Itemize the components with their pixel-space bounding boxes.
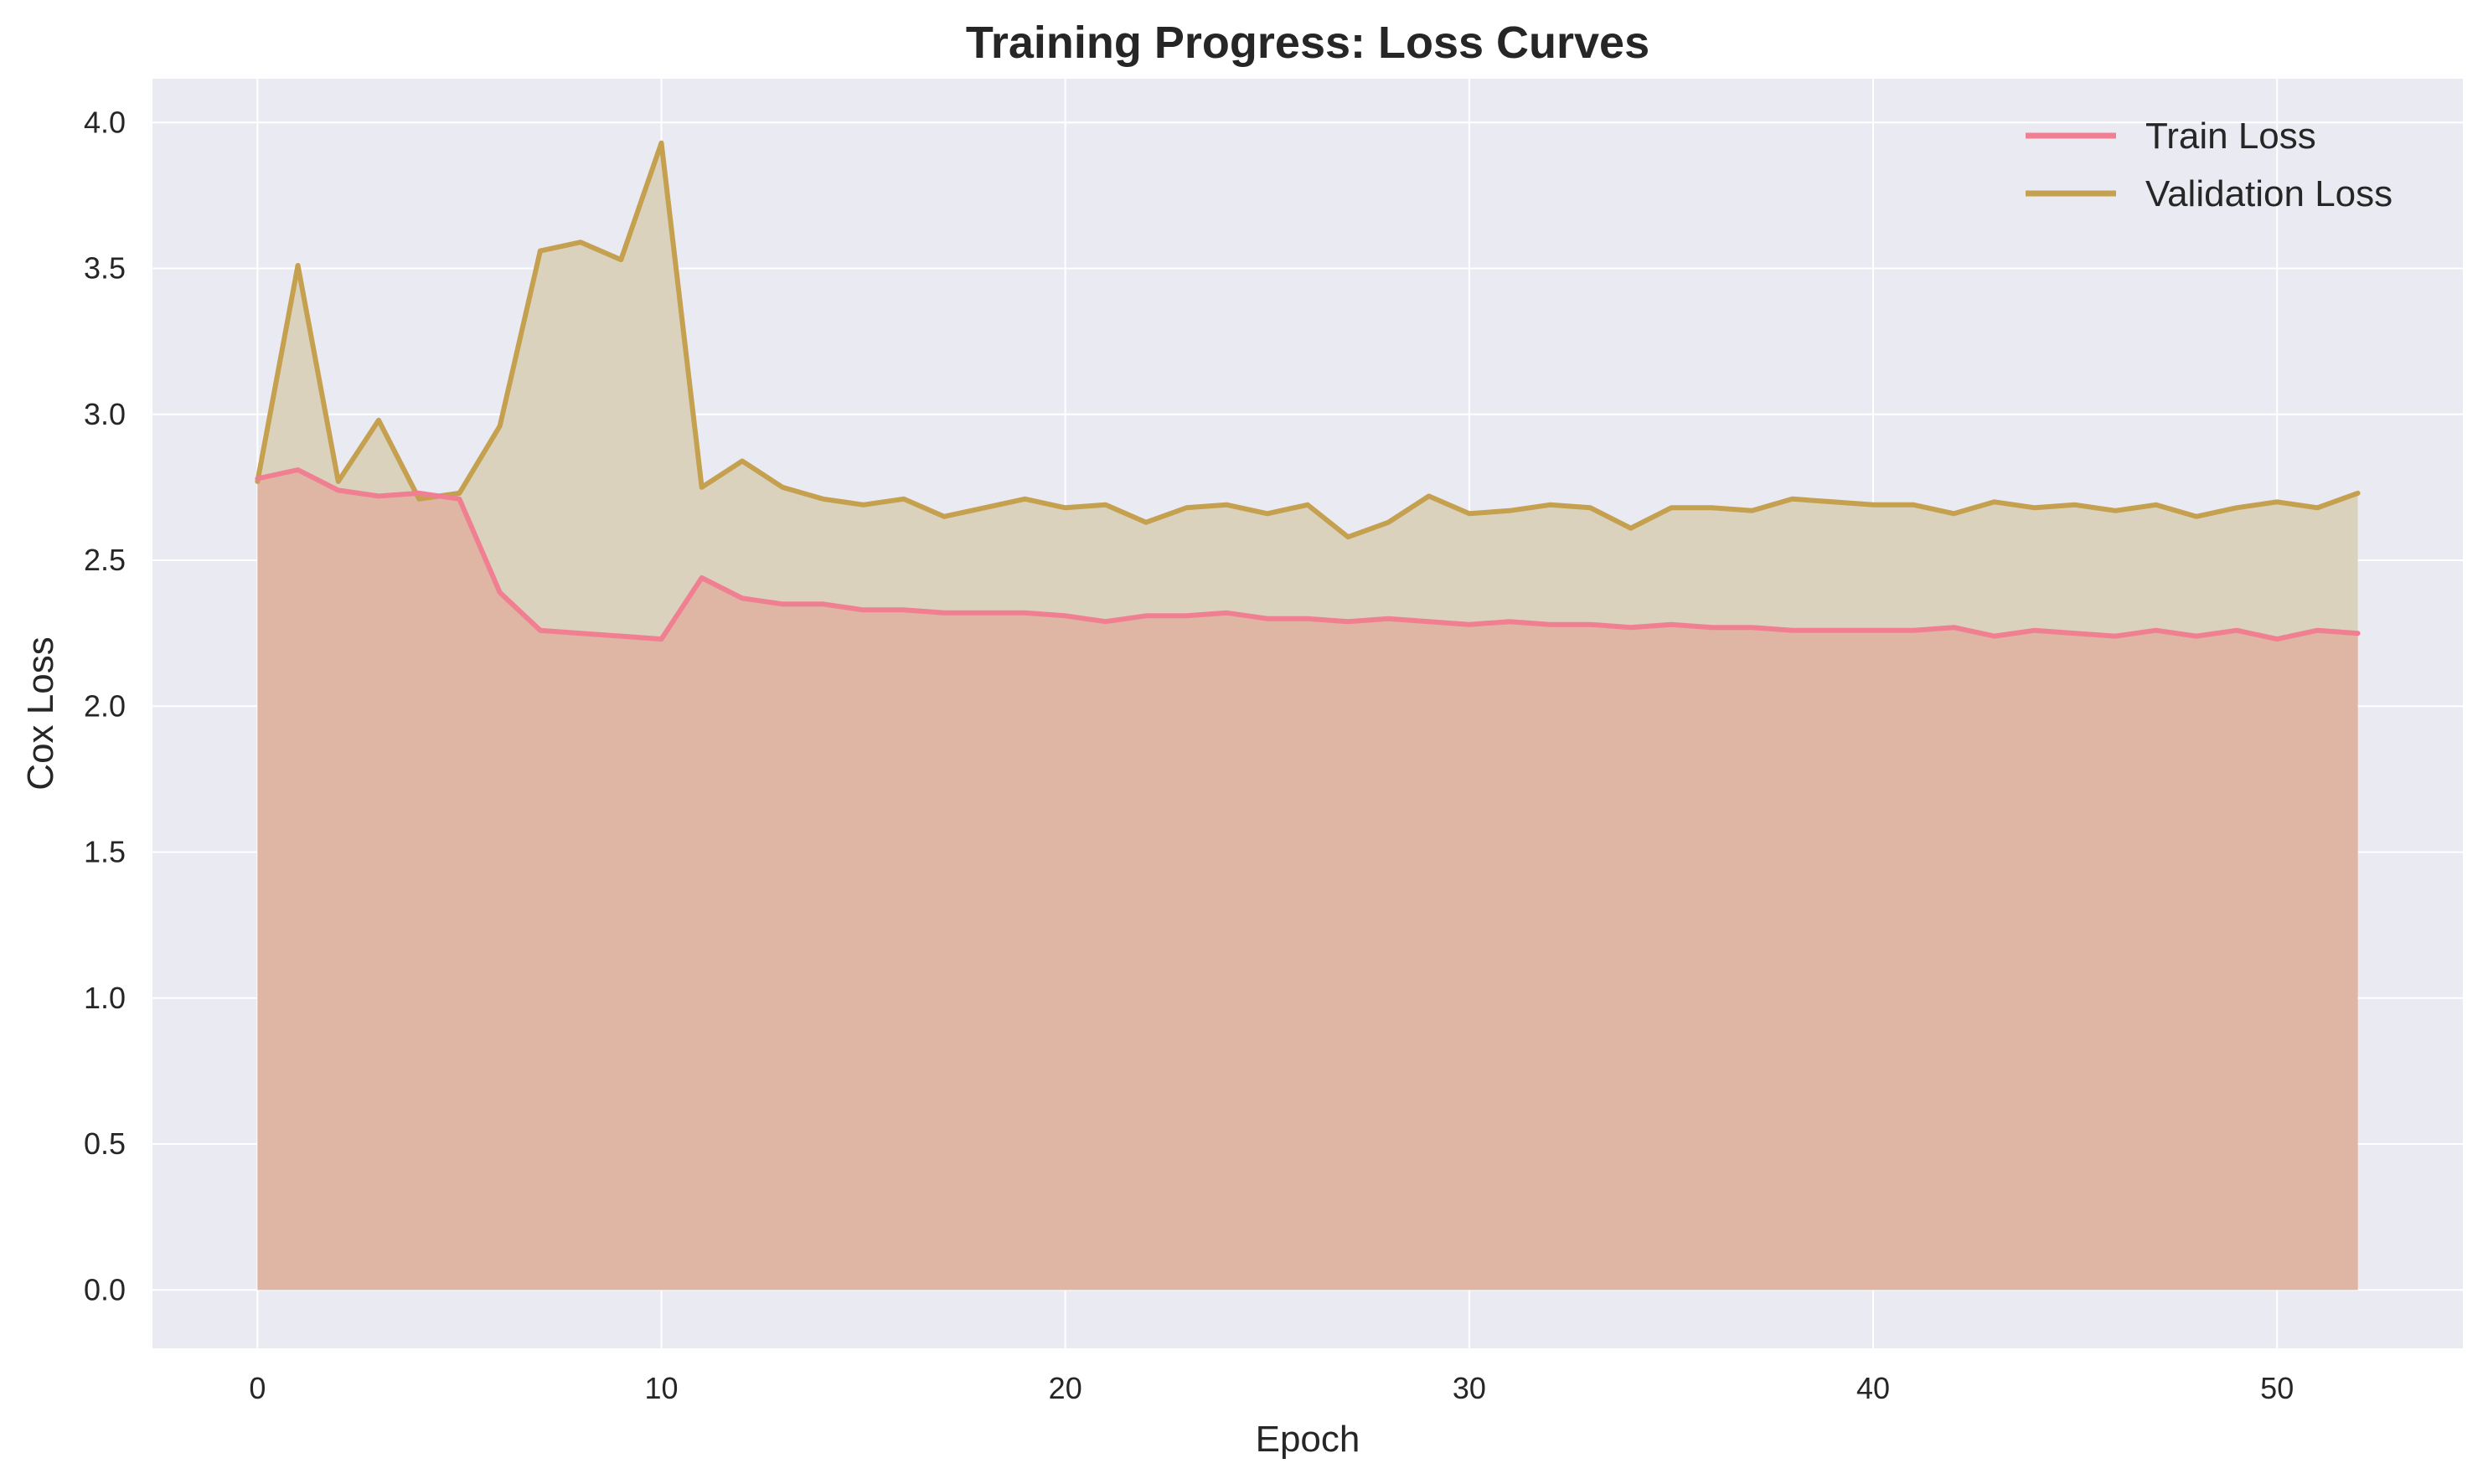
series-lines xyxy=(255,140,2361,642)
area-train-loss xyxy=(257,470,2358,1291)
y-tick-label: 2.0 xyxy=(84,688,126,723)
x-tick-label: 0 xyxy=(249,1371,266,1405)
x-tick-label: 40 xyxy=(1856,1371,1890,1405)
x-axis-ticks: 0 10 20 30 40 50 xyxy=(249,1371,2294,1405)
y-tick-label: 4.0 xyxy=(84,105,126,139)
x-tick-label: 20 xyxy=(1049,1371,1082,1405)
y-axis-ticks: 0.0 0.5 1.0 1.5 2.0 2.5 3.0 3.5 4.0 xyxy=(84,105,126,1306)
y-tick-label: 3.5 xyxy=(84,251,126,286)
y-tick-label: 0.0 xyxy=(84,1272,126,1306)
y-tick-label: 2.5 xyxy=(84,543,126,577)
y-tick-label: 1.0 xyxy=(84,981,126,1015)
x-tick-label: 30 xyxy=(1453,1371,1486,1405)
x-tick-label: 10 xyxy=(645,1371,679,1405)
y-axis-label: Cox Loss xyxy=(20,636,61,790)
x-tick-label: 50 xyxy=(2260,1371,2294,1405)
line-validation-loss xyxy=(255,140,2361,540)
y-tick-label: 1.5 xyxy=(84,835,126,869)
legend-label-train-loss: Train Loss xyxy=(2145,116,2316,157)
y-tick-label: 0.5 xyxy=(84,1126,126,1161)
x-axis-label: Epoch xyxy=(1256,1419,1360,1460)
legend: Train Loss Validation Loss xyxy=(2026,116,2393,214)
line-train-loss xyxy=(255,467,2361,642)
chart-title: Training Progress: Loss Curves xyxy=(966,18,1649,68)
y-tick-label: 3.0 xyxy=(84,397,126,431)
legend-label-validation-loss: Validation Loss xyxy=(2145,173,2393,214)
area-fills xyxy=(257,142,2358,1291)
